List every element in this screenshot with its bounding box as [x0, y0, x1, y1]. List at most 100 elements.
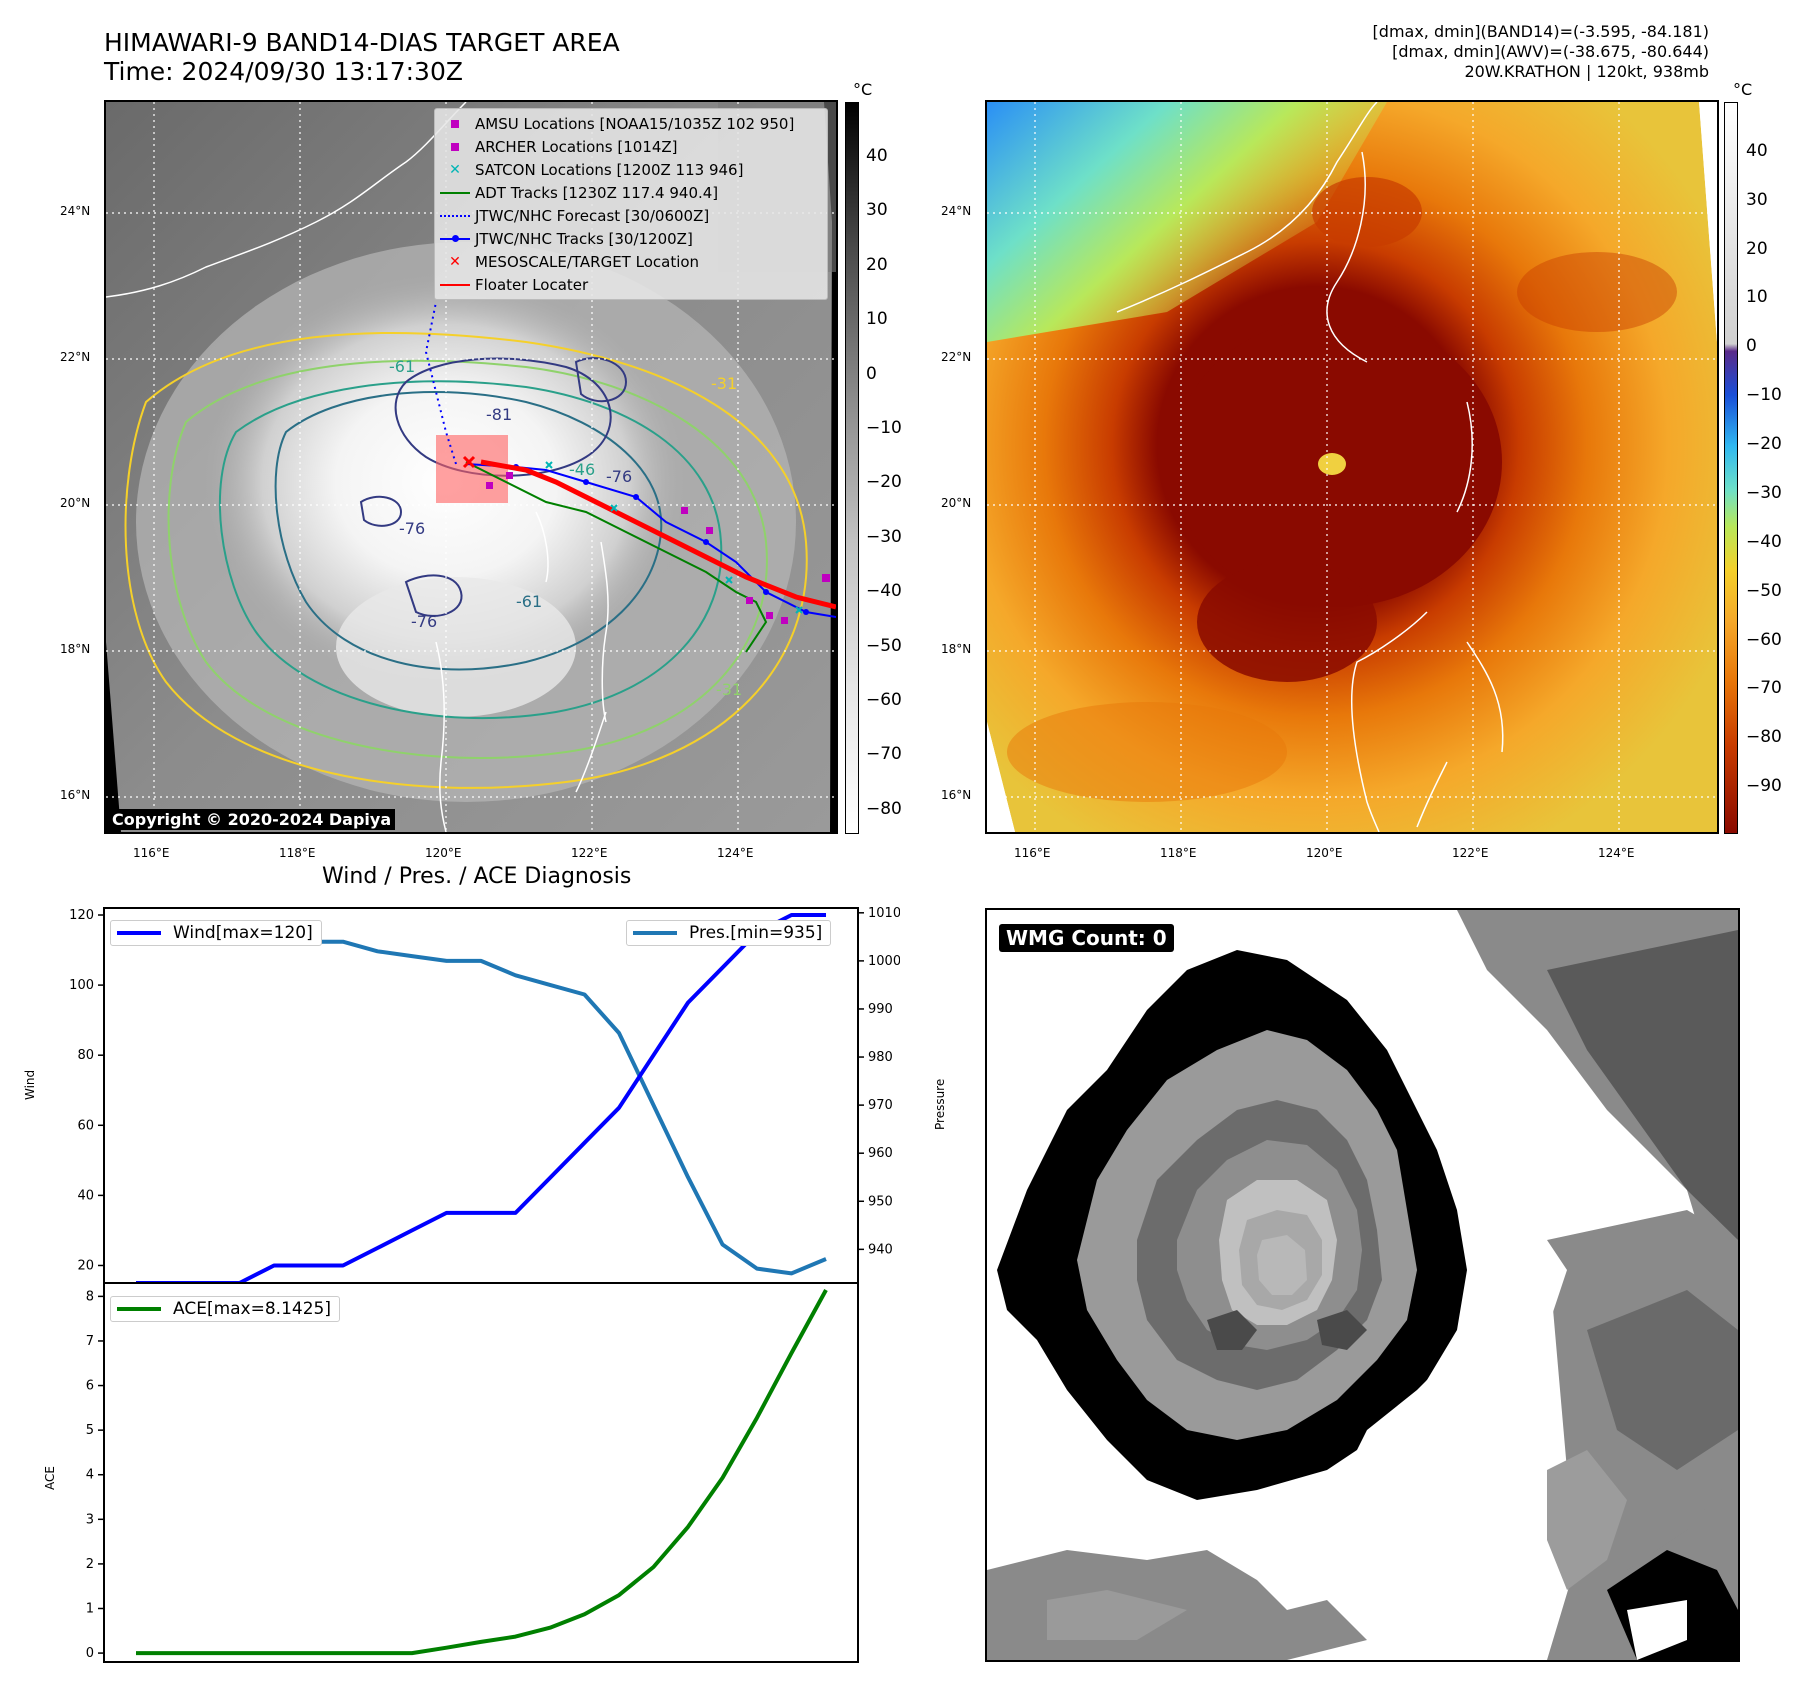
colorbar-tick: 20 [866, 255, 888, 275]
ace-tick-label: 0 [86, 1646, 94, 1661]
legend-item-archer: ARCHER Locations [1014Z] [435, 135, 827, 158]
lon-tick: 124°E [1598, 846, 1635, 860]
pressure-tick-label: 940 [868, 1242, 893, 1257]
line-icon [435, 181, 475, 204]
floater-locater-track [480, 459, 836, 610]
mesoscale-target-box [436, 435, 508, 503]
jtwc-forecast-track [424, 301, 457, 465]
legend-label: ARCHER Locations [1014Z] [475, 137, 678, 156]
colorbar-tick: −30 [1746, 483, 1782, 503]
colorbar-tick: −20 [866, 472, 902, 492]
lat-tick: 16°N [941, 788, 972, 802]
storm-eye [1318, 453, 1346, 475]
awv-map-svg [987, 102, 1717, 832]
map-legend: AMSU Locations [NOAA15/1035Z 102 950] AR… [434, 108, 828, 300]
ace-tick-label: 8 [86, 1289, 94, 1304]
legend-item-satcon: ✕ SATCON Locations [1200Z 113 946] [435, 158, 827, 181]
lat-tick: 18°N [941, 642, 972, 656]
pressure-legend: Pres.[min=935] [626, 920, 832, 946]
legend-label: Floater Locater [475, 275, 589, 294]
lat-tick: 24°N [941, 204, 972, 218]
amsu-archer-markers [486, 472, 830, 624]
figure-title: HIMAWARI-9 BAND14-DIAS TARGET AREA [104, 28, 620, 57]
dotted-line-icon [435, 204, 475, 227]
legend-item-forecast: JTWC/NHC Forecast [30/0600Z] [435, 204, 827, 227]
lon-tick: 122°E [1452, 846, 1489, 860]
wind-pressure-axes: 120 100 80 60 40 20 1010 1000 990 980 970 960 950 940 [69, 906, 900, 1285]
x-icon: ✕ [449, 253, 461, 270]
colorbar-tick: −80 [1746, 727, 1782, 747]
ace-axes-frame [103, 1282, 859, 1663]
legend-label: Pres.[min=935] [689, 923, 823, 943]
contour-label: -76 [411, 612, 437, 631]
colorbar-tick: 0 [1746, 336, 1757, 356]
contour-label: -61 [389, 357, 415, 376]
contour-label: -46 [569, 460, 595, 479]
pressure-tick-label: 970 [868, 1098, 893, 1113]
wmg-image [987, 910, 1738, 1660]
colorbar-tick: 20 [1746, 239, 1768, 259]
contour-label: -61 [516, 592, 542, 611]
legend-label: JTWC/NHC Tracks [30/1200Z] [475, 229, 693, 248]
colorbar-tick: 10 [1746, 287, 1768, 307]
legend-label: MESOSCALE/TARGET Location [475, 252, 700, 271]
wmg-panel: WMG Count: 0 [985, 908, 1740, 1662]
storm-info: 20W.KRATHON | 120kt, 938mb [1464, 62, 1709, 81]
coastline [106, 102, 609, 832]
gridlines [987, 102, 1717, 832]
pressure-axis-label: Pressure [933, 1078, 947, 1130]
lon-tick: 120°E [1306, 846, 1343, 860]
lat-tick: 18°N [60, 642, 91, 656]
colorbar-tick: −50 [1746, 581, 1782, 601]
legend-item-target: ✕ MESOSCALE/TARGET Location [435, 250, 827, 273]
colorbar-tick: 40 [866, 146, 888, 166]
lat-tick: 16°N [60, 788, 91, 802]
pressure-tick-label: 990 [868, 1002, 893, 1017]
legend-label: Wind[max=120] [173, 923, 313, 943]
left-colorbar-ticks: 40 30 20 10 0 −10 −20 −30 −40 −50 −60 −7… [866, 146, 926, 826]
lon-tick: 122°E [571, 846, 608, 860]
square-icon [435, 135, 475, 158]
contour-label: -76 [399, 519, 425, 538]
wind-tick-label: 60 [77, 1118, 94, 1133]
line-icon [435, 273, 475, 296]
colorbar-tick: 30 [1746, 190, 1768, 210]
ace-axes: 8 7 6 5 4 3 2 1 0 [86, 1282, 859, 1663]
wmg-count-badge: WMG Count: 0 [999, 924, 1174, 952]
line-icon [117, 931, 161, 935]
line-icon [117, 1307, 161, 1311]
ace-tick-label: 1 [86, 1601, 94, 1616]
lon-tick: 116°E [1014, 846, 1051, 860]
contour-lines [124, 331, 808, 789]
dmax-dmin-band14: [dmax, dmin](BAND14)=(-3.595, -84.181) [1372, 22, 1709, 41]
legend-label: ADT Tracks [1230Z 117.4 940.4] [475, 183, 719, 202]
lat-tick: 22°N [60, 350, 91, 364]
legend-item-floater: Floater Locater [435, 273, 827, 296]
lat-tick: 24°N [60, 204, 91, 218]
chart-title: Wind / Pres. / ACE Diagnosis [322, 864, 632, 889]
colorbar-tick: 40 [1746, 141, 1768, 161]
line-dot-icon [435, 227, 475, 250]
right-colorbar-ticks: 40 30 20 10 0 −10 −20 −30 −40 −50 −60 −7… [1746, 141, 1796, 821]
colorbar-tick: 10 [866, 309, 888, 329]
grayscale-colorbar [845, 102, 859, 834]
satcon-markers [545, 461, 803, 614]
mesoscale-target-marker [462, 455, 476, 469]
colorbar-tick: −60 [1746, 630, 1782, 650]
wind-legend: Wind[max=120] [110, 920, 322, 946]
wind-pressure-ace-chart: 1201008060402010101000990980970960950940… [69, 906, 900, 1663]
line-icon [633, 931, 677, 935]
colorbar-tick: −20 [1746, 434, 1782, 454]
ace-tick-label: 6 [86, 1379, 94, 1394]
ace-legend: ACE[max=8.1425] [110, 1296, 340, 1322]
ace-tick-label: 4 [86, 1468, 94, 1483]
wind-axis-label: Wind [23, 1069, 37, 1100]
legend-label: JTWC/NHC Forecast [30/0600Z] [475, 206, 710, 225]
contour-label: -81 [486, 405, 512, 424]
adt-track [465, 461, 768, 653]
colorbar-tick: −50 [866, 636, 902, 656]
colorbar-unit: °C [1733, 80, 1753, 99]
pressure-tick-label: 980 [868, 1050, 893, 1065]
colorbar-tick: −40 [866, 581, 902, 601]
ace-tick-label: 7 [86, 1334, 94, 1349]
